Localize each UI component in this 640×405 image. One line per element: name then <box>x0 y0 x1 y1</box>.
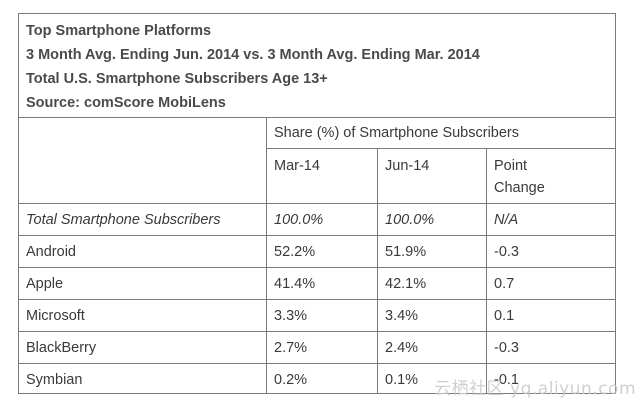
column-header-mar: Mar-14 <box>274 158 320 174</box>
column-divider <box>266 118 267 393</box>
row-label: Symbian <box>26 372 83 388</box>
row-label: Android <box>26 244 76 260</box>
cell-change: 0.1 <box>494 308 515 324</box>
column-header-change-line1: Point <box>494 158 528 174</box>
row-divider <box>19 331 615 332</box>
row-divider <box>19 299 615 300</box>
row-divider <box>19 363 615 364</box>
table-subtitle-period: 3 Month Avg. Ending Jun. 2014 vs. 3 Mont… <box>26 47 480 63</box>
cell-jun: 100.0% <box>385 212 435 228</box>
cell-mar: 100.0% <box>274 212 324 228</box>
cell-change: N/A <box>494 212 519 228</box>
cell-change: -0.3 <box>494 340 519 356</box>
cell-jun: 3.4% <box>385 308 419 324</box>
row-divider <box>266 148 615 149</box>
table-grid: Share (%) of Smartphone Subscribers Mar-… <box>19 118 615 393</box>
row-label: BlackBerry <box>26 340 97 356</box>
cell-jun: 0.1% <box>385 372 419 388</box>
column-divider <box>377 148 378 393</box>
cell-jun: 2.4% <box>385 340 419 356</box>
cell-mar: 52.2% <box>274 244 316 260</box>
cell-change: 0.7 <box>494 276 515 292</box>
cell-mar: 0.2% <box>274 372 308 388</box>
group-header: Share (%) of Smartphone Subscribers <box>274 125 519 141</box>
row-label: Microsoft <box>26 308 85 324</box>
cell-jun: 42.1% <box>385 276 427 292</box>
table-source: Source: comScore MobiLens <box>26 95 226 111</box>
row-divider <box>19 203 615 204</box>
row-divider <box>19 235 615 236</box>
table-subtitle-population: Total U.S. Smartphone Subscribers Age 13… <box>26 71 328 87</box>
column-divider <box>486 148 487 393</box>
cell-jun: 51.9% <box>385 244 427 260</box>
cell-mar: 2.7% <box>274 340 308 356</box>
cell-change: -0.3 <box>494 244 519 260</box>
watermark: 云栖社区 yq.aliyun.com <box>434 379 636 399</box>
data-table: Top Smartphone Platforms 3 Month Avg. En… <box>18 13 616 394</box>
cell-change: -0.1 <box>494 372 519 388</box>
row-label: Total Smartphone Subscribers <box>26 212 221 228</box>
column-header-change-line2: Change <box>494 180 545 196</box>
row-label: Apple <box>26 276 64 292</box>
column-header-jun: Jun-14 <box>385 158 430 174</box>
table-header: Top Smartphone Platforms 3 Month Avg. En… <box>19 14 615 118</box>
cell-mar: 41.4% <box>274 276 316 292</box>
table-title: Top Smartphone Platforms <box>26 23 212 39</box>
cell-mar: 3.3% <box>274 308 308 324</box>
row-divider <box>19 267 615 268</box>
